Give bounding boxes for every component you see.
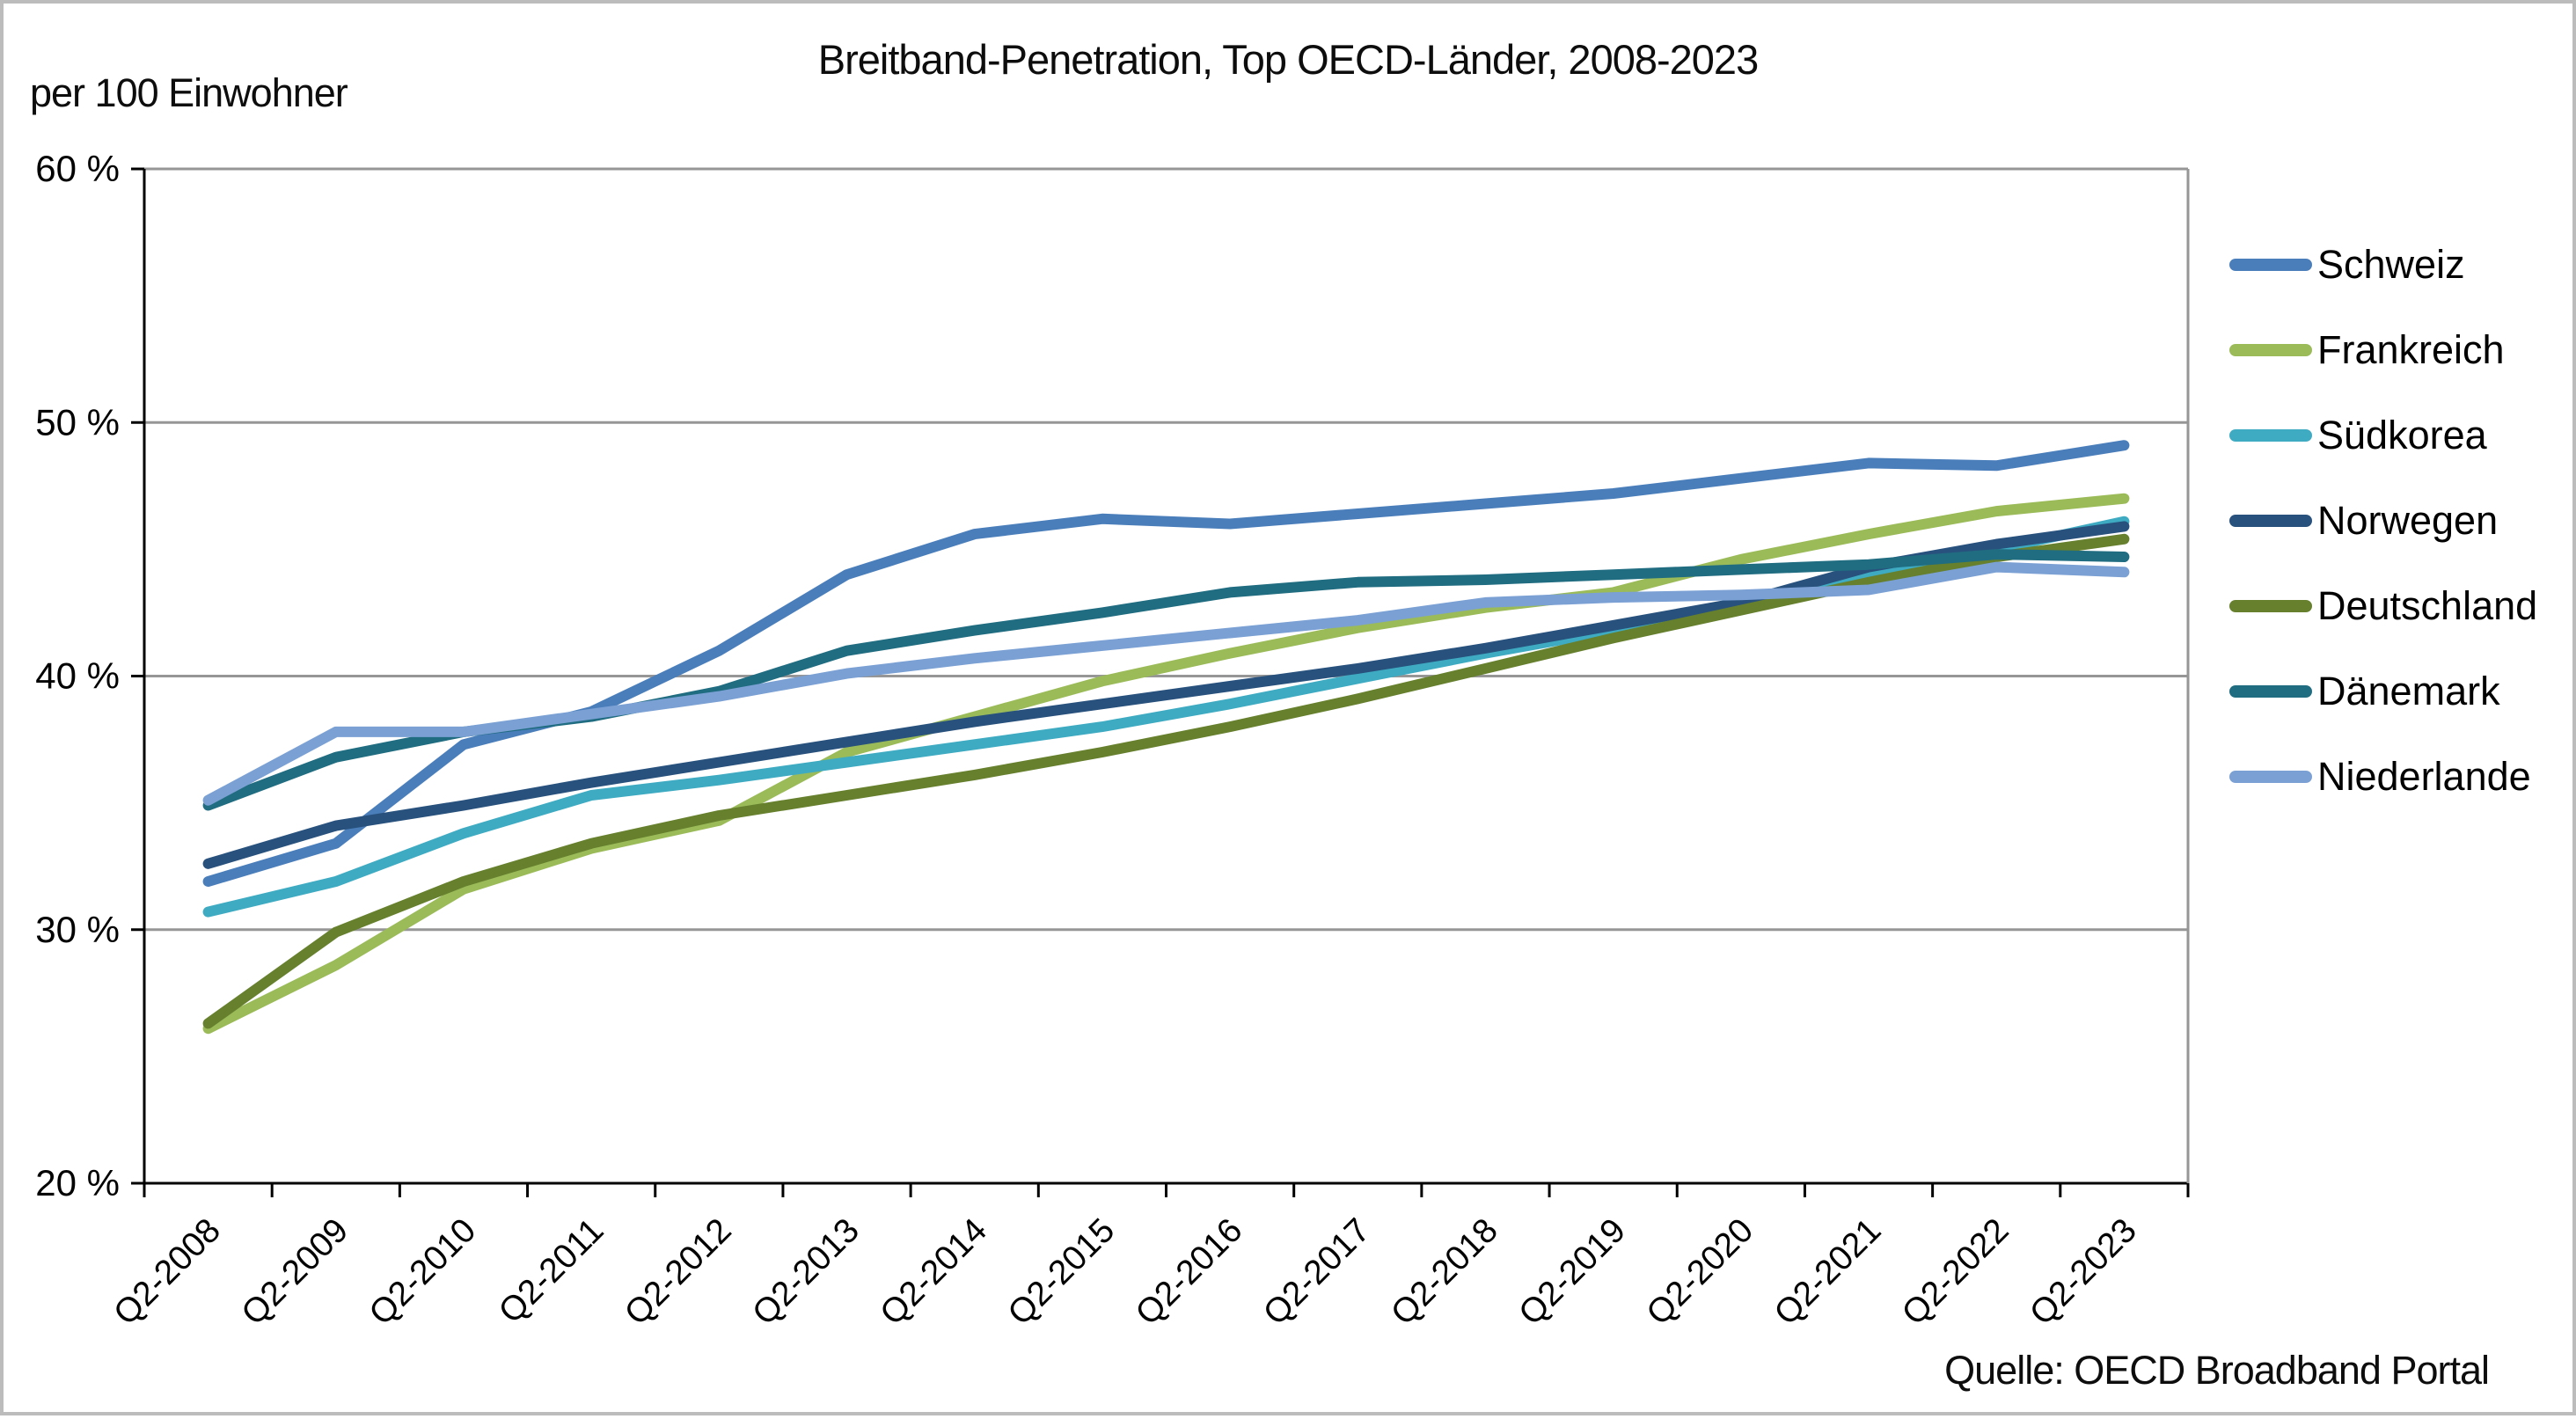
y-axis-label: 60 % xyxy=(35,148,120,189)
x-axis-label: Q2-2019 xyxy=(1511,1211,1633,1333)
legend-label: Dänemark xyxy=(2317,669,2500,713)
x-axis-label: Q2-2022 xyxy=(1895,1211,2016,1333)
x-axis-label: Q2-2018 xyxy=(1384,1211,1505,1333)
line-chart: 60 %50 %40 %30 %20 %Q2-2008 Q2-2009 Q2-201… xyxy=(35,148,2190,1333)
legend-label: Frankreich xyxy=(2317,327,2505,372)
x-axis-label: Q2-2010 xyxy=(362,1211,484,1333)
x-axis-label: Q2-2020 xyxy=(1639,1211,1760,1333)
source-caption: Quelle: OECD Broadband Portal xyxy=(1944,1348,2490,1393)
chart-title: Breitband-Penetration, Top OECD-Länder, … xyxy=(817,36,1759,83)
series-line-deutschland xyxy=(202,533,2130,1029)
legend-label: Schweiz xyxy=(2317,242,2465,287)
legend-item-norwegen: Norwegen xyxy=(2229,494,2498,547)
y-axis-label: 30 % xyxy=(35,909,120,950)
x-axis-label: Q2-2008 xyxy=(106,1211,228,1333)
legend-item-sdkorea: Südkorea xyxy=(2229,409,2487,462)
x-axis-label: Q2-2011 xyxy=(492,1211,611,1331)
x-axis-label: Q2-2012 xyxy=(618,1211,739,1333)
y-axis-unit-label: per 100 Einwohner xyxy=(30,70,348,115)
legend-item-dnemark: Dänemark xyxy=(2229,665,2500,718)
legend-item-schweiz: Schweiz xyxy=(2229,238,2465,291)
legend-swatch xyxy=(2229,600,2312,612)
y-axis-label: 20 % xyxy=(35,1162,120,1203)
legend-swatch xyxy=(2229,344,2312,356)
legend-swatch xyxy=(2229,685,2312,698)
x-axis-label: Q2-2023 xyxy=(2023,1211,2144,1333)
legend-label: Südkorea xyxy=(2317,413,2487,457)
x-axis-label: Q2-2017 xyxy=(1256,1211,1378,1333)
series-line-frankreich xyxy=(202,493,2130,1035)
x-axis-label: Q2-2014 xyxy=(873,1211,994,1333)
x-axis-label: Q2-2016 xyxy=(1129,1211,1250,1333)
legend-swatch xyxy=(2229,515,2312,527)
series-line-norwegen xyxy=(202,521,2130,869)
x-axis-label: Q2-2013 xyxy=(745,1211,867,1333)
legend-swatch xyxy=(2229,259,2312,271)
legend-swatch xyxy=(2229,771,2312,783)
x-axis-label: Q2-2015 xyxy=(1001,1211,1123,1333)
x-axis-label: Q2-2021 xyxy=(1767,1211,1889,1333)
legend-swatch xyxy=(2229,429,2312,442)
legend-label: Norwegen xyxy=(2317,498,2499,543)
legend-item-niederlande: Niederlande xyxy=(2229,750,2531,803)
y-axis-label: 50 % xyxy=(35,401,120,443)
legend-item-frankreich: Frankreich xyxy=(2229,324,2505,377)
series-line-niederlande xyxy=(202,561,2130,806)
legend-label: Deutschland xyxy=(2317,583,2538,628)
x-axis-label: Q2-2009 xyxy=(234,1211,355,1333)
y-axis-label: 40 % xyxy=(35,655,120,697)
legend-item-deutschland: Deutschland xyxy=(2229,580,2537,633)
legend-label: Niederlande xyxy=(2317,754,2531,799)
